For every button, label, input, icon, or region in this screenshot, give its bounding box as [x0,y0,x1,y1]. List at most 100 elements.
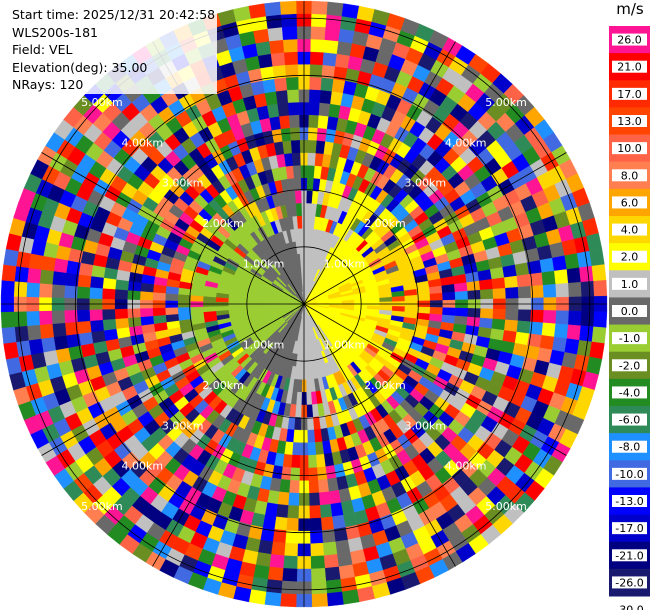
range-gate [52,322,67,338]
range-gate [279,0,297,15]
range-gate [264,90,278,106]
range-gate [589,341,605,360]
range-gate [115,326,131,339]
range-gate [286,89,299,103]
range-gate [114,308,129,320]
range-gate [296,215,303,229]
range-gate [277,491,290,506]
range-gate [320,77,334,92]
colorbar-tick-bg [612,277,647,290]
range-gate [257,53,273,69]
range-gate [26,267,42,284]
azimuth-spoke [41,152,305,305]
colorbar-tick-label: 26.0 [617,34,642,47]
range-gate [541,270,556,286]
range-gate [305,366,311,380]
colorbar-tick-bg [612,250,647,263]
range-gate [306,404,314,418]
range-gate [539,335,555,351]
range-gate [576,340,593,358]
range-gate [177,306,191,315]
range-gate [282,38,298,53]
range-gate [307,429,316,444]
range-gate [338,28,355,44]
range-gate [341,3,360,19]
range-gate [318,102,331,117]
range-gate [101,308,116,321]
range-gate [1,264,17,282]
range-ring [189,189,419,419]
range-gate [492,308,507,321]
range-gate [309,505,322,519]
range-gate [340,576,358,593]
range-gate [297,228,303,242]
colorbar-tick-label: -8.0 [619,441,640,454]
range-gate [78,331,94,346]
range-gate [53,335,69,351]
range-gate [319,504,333,519]
range-gate [330,502,344,518]
range-gate [323,39,339,54]
range-gate [307,152,317,166]
range-gate [504,275,519,289]
range-gate [266,103,280,119]
range-gate [280,127,292,142]
range-gate [308,479,320,494]
range-gate [517,309,532,323]
range-gate [479,288,494,300]
range-ring-label: 5.00km [485,500,527,513]
range-gate [552,255,568,272]
range-gate [267,566,284,582]
range-gate [593,311,608,329]
colorbar-tick-label: -21.0 [615,549,643,562]
range-ring-label: 3.00km [162,419,204,432]
range-gate [265,14,283,29]
range-gate [102,277,117,290]
range-gate [202,306,217,313]
range-gate [295,202,302,217]
azimuth-spoke [41,303,305,456]
range-gate [288,114,300,129]
range-gate [103,328,119,342]
range-gate [477,269,493,282]
colorbar-tick-label: -6.0 [619,414,640,427]
range-gate [505,309,519,322]
colorbar-tick-bg [612,332,647,345]
range-gate [280,13,297,28]
range-gate [338,564,355,580]
range-gate [277,102,290,117]
azimuth-spoke [303,41,456,305]
range-gate [39,269,54,285]
range-ring-label: 5.00km [81,96,123,109]
range-gate [89,275,104,289]
colorbar-tick-bg [612,495,647,507]
range-gate [310,542,325,557]
range-gate [307,164,316,179]
range-gate [283,542,298,557]
range-gate [253,564,270,580]
colorbar-tick-bg [612,522,647,535]
range-gate [591,326,607,344]
range-gate [293,177,302,191]
range-gate [89,309,103,322]
range-gate [285,76,299,91]
range-gate [539,257,555,273]
info-panel: Start time: 2025/12/31 20:42:58 WLS200s-… [12,6,218,94]
range-gate [290,454,301,469]
range-gate [286,505,299,519]
range-gate [310,26,327,40]
range-gate [152,291,166,301]
range-gate [568,310,582,327]
range-gate [14,265,29,283]
range-gate [283,152,294,167]
range-gate [269,39,285,54]
range-gate [504,319,519,333]
range-gate [0,279,15,297]
range-gate [139,290,154,301]
range-gate [90,330,106,344]
range-gate [265,579,283,594]
range-gate [291,152,301,166]
colorbar-tick-bg [612,33,647,46]
range-gate [152,314,167,325]
